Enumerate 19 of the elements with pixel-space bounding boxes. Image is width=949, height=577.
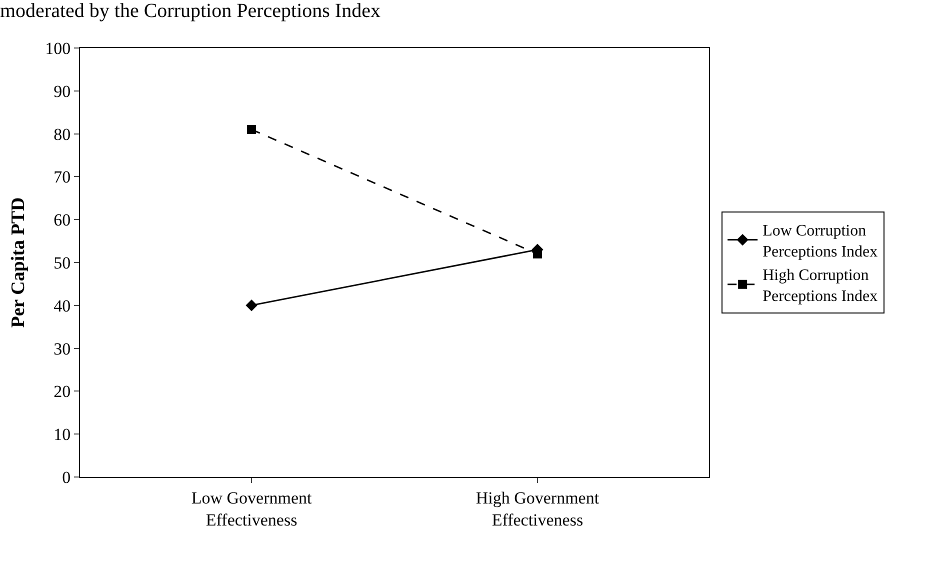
chart-title: moderated by the Corruption Perceptions Index <box>0 0 380 22</box>
legend-label: High Corruption Perceptions Index <box>762 267 878 306</box>
x-tick-label: Low Government Effectiveness <box>191 488 312 530</box>
point <box>247 125 256 134</box>
legend-label: Low Corruption Perceptions Index <box>762 222 878 260</box>
y-tick-label: 80 <box>54 124 71 144</box>
y-tick-label: 60 <box>54 210 71 230</box>
y-axis-title: Per Capita PTD <box>8 197 29 328</box>
y-tick-label: 30 <box>54 339 71 358</box>
y-tick-label: 20 <box>54 382 71 402</box>
y-tick-label: 10 <box>54 425 71 444</box>
y-tick-label: 50 <box>54 253 71 272</box>
x-tick-label: High Government Effectiveness <box>476 488 600 530</box>
y-tick-label: 0 <box>62 468 71 487</box>
point <box>246 300 258 312</box>
y-tick-label: 40 <box>54 296 71 316</box>
y-tick-label: 90 <box>54 82 71 101</box>
y-tick-label: 70 <box>54 168 71 187</box>
y-tick-label: 100 <box>45 38 71 58</box>
